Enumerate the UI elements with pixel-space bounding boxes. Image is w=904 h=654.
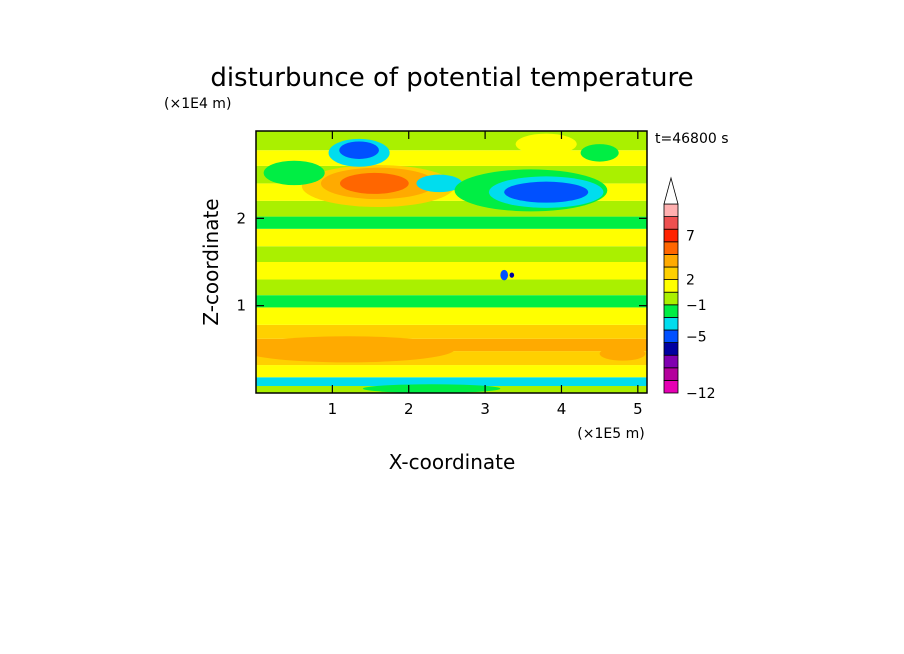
contour-region-10 [515, 133, 577, 155]
colorbar-box-11 [663, 241, 679, 255]
y-tick-label-0: 1 [236, 297, 246, 315]
contour-region-13 [599, 346, 646, 361]
y-axis: 12 [236, 209, 647, 315]
colorbar-box-0 [663, 379, 679, 394]
x-tick-label-4: 5 [633, 400, 643, 418]
contour-band-6 [256, 307, 647, 325]
colorbar-box-1 [663, 367, 679, 381]
y-tick-label-1: 2 [236, 209, 246, 227]
contour-region-9 [504, 181, 589, 203]
colorbar-box-8 [663, 279, 679, 293]
colorbar-box-9 [663, 266, 679, 281]
contour-band-11 [256, 228, 647, 247]
contour-band-2 [256, 365, 647, 378]
colorbar-box-2 [663, 354, 679, 369]
x-tick-label-1: 2 [404, 400, 414, 418]
colorbar-box-4 [663, 329, 679, 344]
contour-field [256, 131, 647, 393]
time-label: t=46800 s [655, 131, 729, 147]
plot-frame [255, 130, 648, 394]
contour-region-3 [263, 160, 325, 186]
x-tick-label-3: 4 [557, 400, 567, 418]
x-tick-label-2: 3 [480, 400, 490, 418]
x-unit-label: (×1E5 m) [577, 426, 644, 442]
colorbar-label-4: −12 [686, 386, 716, 402]
x-tick-label-0: 1 [328, 400, 338, 418]
contour-region-6 [416, 174, 463, 193]
x-axis: 1 2 3 4 5 [328, 131, 643, 418]
colorbar-label-0: 7 [686, 229, 695, 245]
contour-region-16 [500, 269, 509, 281]
colorbar: 7 2 −1 −5 −12 [663, 176, 716, 402]
contour-band-9 [256, 262, 647, 280]
chart-title: disturbunce of potential temperature [210, 63, 693, 93]
colorbar-box-3 [663, 342, 679, 356]
contour-band-5 [256, 324, 647, 339]
colorbar-label-1: 2 [686, 273, 695, 289]
contour-band-7 [256, 295, 647, 308]
colorbar-label-2: −1 [686, 298, 707, 314]
contour-band-8 [256, 279, 647, 296]
colorbar-box-10 [663, 253, 679, 268]
colorbar-box-12 [663, 228, 679, 243]
contour-region-5 [339, 141, 379, 159]
colorbar-extend-arrow [663, 176, 679, 205]
contour-region-11 [580, 144, 619, 162]
contour-region-15 [509, 272, 515, 278]
colorbar-box-13 [663, 216, 679, 230]
colorbar-box-5 [663, 316, 679, 331]
contour-band-10 [256, 246, 647, 262]
y-axis-label: Z-coordinate [199, 198, 223, 325]
contour-region-2 [340, 172, 409, 194]
colorbar-box-14 [663, 203, 679, 218]
y-unit-label: (×1E4 m) [164, 96, 231, 112]
x-axis-label: X-coordinate [389, 450, 516, 474]
colorbar-box-7 [663, 291, 679, 306]
colorbar-box-6 [663, 304, 679, 318]
contour-band-12 [256, 216, 647, 229]
colorbar-label-3: −5 [686, 329, 707, 345]
contour-band-1 [256, 377, 647, 387]
contour-region-14 [362, 384, 501, 393]
contour-region-12 [256, 336, 455, 363]
